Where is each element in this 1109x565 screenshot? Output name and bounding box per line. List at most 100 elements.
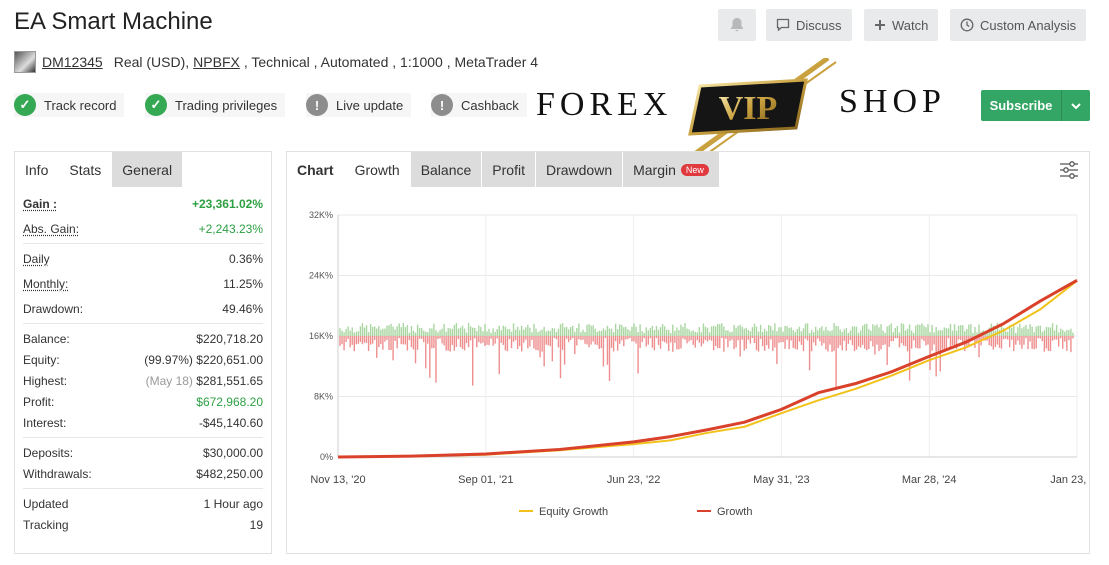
abs-gain-label[interactable]: Abs. Gain: — [23, 221, 80, 236]
chart-settings-button[interactable] — [1049, 152, 1089, 187]
x-tick-label: Sep 01, '21 — [458, 474, 513, 486]
new-badge: New — [680, 163, 709, 176]
badge-label: Cashback — [461, 97, 519, 113]
x-tick-label: Nov 13, '20 — [310, 474, 365, 486]
gain-label[interactable]: Gain : — [23, 196, 58, 211]
withdrawals-value: $482,250.00 — [196, 466, 263, 481]
profit-label: Profit: — [23, 394, 55, 409]
avatar — [14, 51, 36, 73]
account-type: Real (USD), — [113, 54, 190, 70]
check-icon: ✓ — [145, 94, 167, 116]
highest-date: (May 18) — [145, 373, 193, 388]
tab-chart[interactable]: Chart — [287, 152, 345, 187]
tracking-value: 19 — [249, 517, 263, 532]
interest-value: -$45,140.60 — [198, 415, 263, 430]
clock-icon — [960, 18, 974, 32]
highest-value: $281,551.65 — [196, 373, 263, 388]
watermark-shop-text: SHOP — [839, 83, 946, 120]
legend-equity-growth: Equity Growth — [539, 506, 608, 518]
tab-general[interactable]: General — [112, 152, 184, 187]
abs-gain-value: +2,243.23% — [198, 221, 263, 236]
badge-cashback[interactable]: ! Cashback — [431, 93, 527, 117]
drawdown-label: Drawdown: — [23, 301, 84, 316]
withdrawals-label: Withdrawals: — [23, 466, 92, 481]
tab-info[interactable]: Info — [15, 152, 60, 187]
notification-button[interactable] — [718, 9, 756, 41]
growth-line — [337, 279, 1078, 459]
badge-track-record[interactable]: ✓ Track record — [14, 93, 125, 117]
tab-growth[interactable]: Growth — [344, 152, 411, 187]
deposits-value: $30,000.00 — [202, 445, 263, 460]
forex-vip-shop-watermark: FOREX VIP SHOP — [536, 58, 954, 158]
stats-panel: Info Stats General Gain : +23,361.02% Abs… — [14, 151, 272, 554]
stats-tabs: Info Stats General — [15, 152, 271, 187]
bell-icon — [731, 18, 743, 32]
growth-chart: 0% 8K% 16K% 24K% 32K% Nov 13, '20 Sep 01, '21 J… — [309, 210, 1089, 518]
daily-label[interactable]: Daily — [23, 251, 50, 266]
highest-label: Highest: — [23, 373, 68, 388]
subscribe-button[interactable]: Subscribe — [981, 90, 1090, 121]
tab-margin[interactable]: Margin New — [623, 152, 720, 187]
exclamation-icon: ! — [431, 94, 453, 116]
badge-label: Trading privileges — [175, 97, 278, 113]
account-id-link[interactable]: DM12345 — [42, 54, 103, 70]
y-tick-label: 0% — [320, 452, 333, 462]
balance-label: Balance: — [23, 331, 70, 346]
badge-trading-privileges[interactable]: ✓ Trading privileges — [145, 93, 286, 117]
broker-link[interactable]: NPBFX — [193, 54, 240, 70]
watermark-forex-text: FOREX — [536, 86, 673, 123]
chart-panel: Chart Growth Balance Profit Drawdown Mar… — [286, 151, 1090, 554]
x-tick-label: Jun 23, '22 — [607, 474, 660, 486]
tab-stats[interactable]: Stats — [59, 152, 113, 187]
profit-value: $672,968.20 — [196, 394, 263, 409]
exclamation-icon: ! — [306, 94, 328, 116]
y-tick-label: 16K% — [309, 331, 333, 341]
tab-margin-label: Margin — [633, 161, 676, 178]
watch-label: Watch — [892, 17, 929, 33]
x-tick-label: Mar 28, '24 — [902, 474, 957, 486]
tracking-label: Tracking — [23, 517, 69, 532]
equity-percent: (99.97%) — [144, 352, 193, 367]
tab-balance[interactable]: Balance — [410, 152, 483, 187]
balance-value: $220,718.20 — [196, 331, 263, 346]
badge-label: Track record — [44, 97, 117, 113]
updated-value: 1 Hour ago — [203, 496, 263, 511]
drawdown-value: 49.46% — [222, 301, 263, 316]
account-details: , Technical , Automated , 1:1000 , MetaT… — [243, 54, 539, 70]
custom-analysis-label: Custom Analysis — [980, 17, 1077, 33]
badge-live-update[interactable]: ! Live update — [306, 93, 412, 117]
discuss-label: Discuss — [796, 17, 842, 33]
x-tick-label: Jan 23, '25 — [1050, 474, 1089, 486]
y-tick-label: 32K% — [309, 210, 333, 220]
y-tick-label: 8K% — [314, 392, 333, 402]
deposits-label: Deposits: — [23, 445, 74, 460]
daily-value: 0.36% — [228, 251, 263, 266]
check-icon: ✓ — [14, 94, 36, 116]
equity-value: $220,651.00 — [196, 352, 263, 367]
legend-growth: Growth — [717, 506, 752, 518]
vip-logo-icon: VIP — [688, 58, 837, 157]
monthly-value: 11.25% — [223, 276, 263, 291]
account-meta: DM12345 Real (USD), NPBFX , Technical , … — [14, 51, 538, 73]
tab-profit[interactable]: Profit — [482, 152, 536, 187]
sliders-icon — [1060, 160, 1078, 179]
discuss-button[interactable]: Discuss — [766, 9, 852, 41]
x-tick-label: May 31, '23 — [753, 474, 810, 486]
chevron-down-icon[interactable] — [1061, 90, 1090, 121]
page-title: EA Smart Machine — [14, 8, 213, 35]
watch-button[interactable]: Watch — [864, 9, 939, 41]
svg-text:VIP: VIP — [719, 90, 778, 127]
y-tick-label: 24K% — [309, 271, 333, 281]
custom-analysis-button[interactable]: Custom Analysis — [950, 9, 1087, 41]
plus-icon — [875, 20, 885, 30]
updated-label: Updated — [23, 496, 69, 511]
tab-drawdown[interactable]: Drawdown — [535, 152, 624, 187]
monthly-label[interactable]: Monthly: — [23, 276, 69, 291]
chart-tabs: Chart Growth Balance Profit Drawdown Mar… — [287, 152, 1089, 187]
subscribe-label: Subscribe — [989, 98, 1053, 113]
equity-label: Equity: — [23, 352, 60, 367]
badge-label: Live update — [336, 97, 404, 113]
interest-label: Interest: — [23, 415, 67, 430]
gain-value: +23,361.02% — [191, 196, 263, 211]
chat-icon — [776, 18, 790, 32]
